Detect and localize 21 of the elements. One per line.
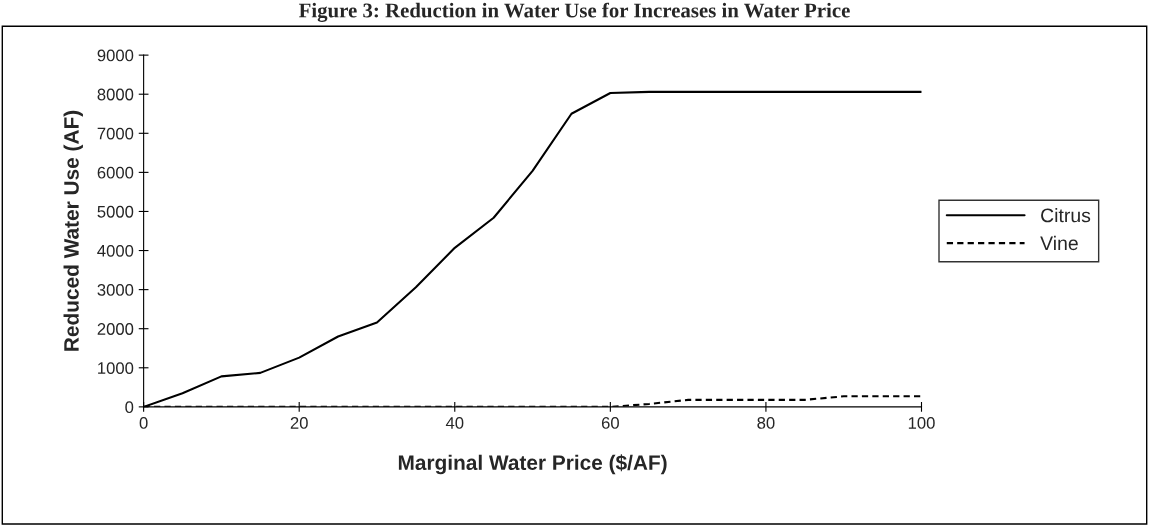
y-axis-title: Reduced Water Use (AF) xyxy=(63,110,83,351)
x-tick-label: 20 xyxy=(290,417,308,429)
x-tick-label: 80 xyxy=(757,417,775,429)
y-tick-label: 4000 xyxy=(97,244,134,257)
x-tick-label: 40 xyxy=(445,417,464,429)
y-tick-label: 3000 xyxy=(97,284,134,296)
y-tick-label: 7000 xyxy=(97,127,134,140)
y-tick-label: 6000 xyxy=(97,166,134,179)
y-tick-label: 8000 xyxy=(97,88,134,101)
chart-title: Figure 3: Reduction in Water Use for Increases in Water Price xyxy=(298,2,850,22)
x-tick-label: 60 xyxy=(601,417,619,429)
x-tick-label: 100 xyxy=(908,417,935,429)
y-tick-label: 0 xyxy=(125,401,134,414)
x-axis-title: Marginal Water Price ($/AF) xyxy=(398,454,667,475)
x-tick-label: 0 xyxy=(139,417,148,429)
y-tick-label: 9000 xyxy=(97,49,134,62)
y-tick-label: 2000 xyxy=(97,323,134,335)
legend-label: Citrus xyxy=(1041,208,1091,223)
y-tick-label: 5000 xyxy=(97,205,134,218)
legend-label: Vine xyxy=(1040,235,1078,251)
y-tick-label: 1000 xyxy=(98,362,134,374)
